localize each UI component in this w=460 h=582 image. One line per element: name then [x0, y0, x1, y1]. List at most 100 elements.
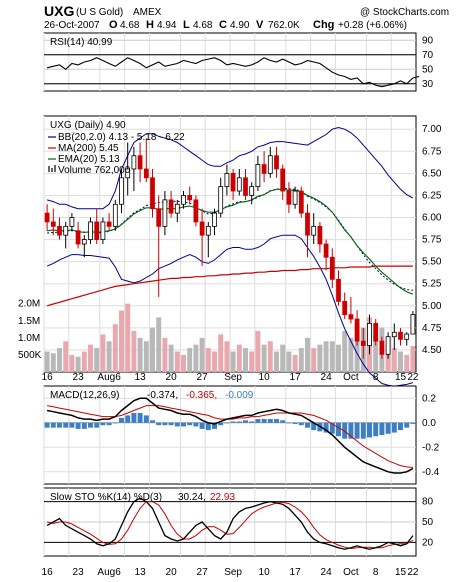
- volume-bar: [112, 324, 118, 372]
- macd-histogram-bar: [398, 422, 403, 431]
- price-tick-label: 6.00: [422, 213, 442, 224]
- macd-histogram-bar: [336, 422, 341, 437]
- ma-legend: MA(200) 5.45: [58, 143, 119, 154]
- macd-histogram-bar: [298, 422, 304, 426]
- macd-histogram-bar: [205, 422, 211, 431]
- sto-tick-label: 20: [422, 537, 434, 548]
- candle-body: [385, 336, 391, 355]
- x-tick-label: 16: [42, 567, 54, 578]
- open-label: O: [109, 19, 118, 31]
- x-tick-label: 20: [166, 567, 178, 578]
- candle-body: [305, 212, 310, 236]
- x-tick-label: 15: [395, 372, 407, 383]
- volume-bar: [69, 354, 75, 372]
- volume-bar: [50, 353, 56, 372]
- macd-histogram-bar: [323, 422, 329, 433]
- volume-bar: [249, 351, 255, 372]
- volume-bar: [298, 348, 304, 372]
- volume-tick-label: 500K: [18, 350, 42, 361]
- volume-bar: [329, 341, 335, 372]
- volume-bar: [57, 348, 62, 372]
- candle-body: [367, 323, 372, 346]
- volume-bar: [410, 346, 416, 372]
- exchange: AMEX: [133, 7, 162, 18]
- sto-legend-label: Slow STO %K(14) %D(3): [50, 492, 162, 503]
- company-name: (U S Gold): [76, 7, 123, 18]
- macd-histogram-bar: [236, 421, 242, 423]
- candle-body: [63, 225, 69, 236]
- candle-body: [404, 333, 410, 340]
- low-value: 4.68: [193, 20, 213, 31]
- macd-histogram-bar: [119, 417, 124, 423]
- macd-histogram-bar: [280, 420, 286, 423]
- volume-bar: [255, 331, 261, 372]
- volume-tick-label: 2.0M: [18, 299, 40, 310]
- volume-label: V: [256, 19, 264, 31]
- price-tick-label: 6.25: [422, 190, 442, 201]
- candle-body: [88, 221, 93, 240]
- volume-bar: [373, 334, 379, 372]
- candle-body: [391, 331, 397, 338]
- volume-bar: [323, 341, 329, 372]
- candle-body: [81, 239, 87, 245]
- volume-bar: [187, 348, 193, 372]
- volume-bar: [156, 317, 162, 372]
- candle-body: [193, 199, 199, 223]
- price-tick-label: 5.75: [422, 235, 442, 246]
- volume-bar: [391, 348, 397, 372]
- volume-legend-swatch: [51, 168, 53, 172]
- candle-body: [243, 177, 248, 196]
- macd-histogram-bar: [404, 422, 410, 428]
- price-tick-label: 6.75: [422, 146, 442, 157]
- volume-bar: [230, 351, 236, 372]
- macd-histogram-bar: [44, 422, 50, 428]
- macd-histogram-bar: [354, 422, 360, 439]
- volume-bar: [286, 351, 292, 372]
- macd-legend-v2: -0.365,: [186, 390, 217, 401]
- volume-bar: [150, 327, 155, 372]
- volume-bar: [106, 341, 112, 372]
- candle-body: [354, 318, 360, 342]
- volume-bar: [143, 341, 149, 372]
- macd-legend-v1: -0.374,: [147, 390, 178, 401]
- close-value: 4.90: [230, 20, 250, 31]
- candle-body: [137, 155, 143, 170]
- open-value: 4.68: [120, 20, 140, 31]
- macd-histogram-bar: [131, 412, 137, 423]
- candle-body: [379, 340, 385, 355]
- macd-histogram-bar: [230, 421, 236, 423]
- volume-bar: [100, 334, 106, 372]
- candle-body: [255, 164, 261, 188]
- volume-bar: [218, 334, 224, 372]
- candle-body: [181, 195, 186, 205]
- volume-bar: [168, 344, 174, 372]
- candle-body: [212, 212, 217, 227]
- bb-lower-line: [46, 234, 414, 387]
- candle-body: [156, 208, 162, 227]
- candle-body: [150, 177, 155, 210]
- x-tick-label: 17: [290, 567, 302, 578]
- x-tick-label: 16: [42, 372, 54, 383]
- volume-bar: [267, 341, 273, 372]
- macd-tick-label: -0.2: [422, 442, 440, 453]
- macd-histogram-bar: [143, 415, 149, 423]
- close-label: C: [219, 19, 227, 31]
- macd-tick-label: 0.2: [422, 393, 436, 404]
- candle-body: [230, 172, 236, 192]
- candle-body: [168, 199, 174, 214]
- volume-bar: [199, 337, 205, 372]
- volume-value: 762.0K: [268, 20, 300, 31]
- volume-bar: [212, 351, 217, 372]
- volume-bar: [280, 344, 286, 372]
- volume-bar: [236, 344, 242, 372]
- volume-bar: [336, 344, 341, 372]
- candle-body: [280, 168, 286, 192]
- x-tick-label: Sep: [224, 567, 242, 578]
- x-tick-label: 23: [73, 372, 85, 383]
- candle-body: [57, 225, 62, 236]
- sto-k-line: [46, 497, 414, 550]
- x-tick-label: 23: [73, 567, 85, 578]
- volume-bar: [75, 356, 81, 372]
- date: 26-Oct-2007: [44, 20, 100, 31]
